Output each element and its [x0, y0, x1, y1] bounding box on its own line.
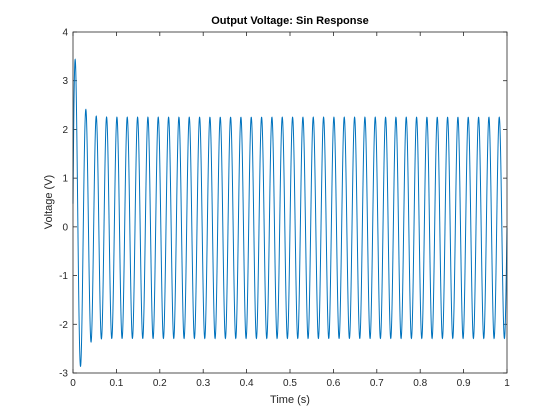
- y-tick-label: 1: [62, 174, 68, 185]
- x-tick-label: 0.7: [370, 378, 384, 389]
- y-axis-label: Voltage (V): [43, 175, 55, 229]
- y-tick-label: 3: [62, 76, 68, 87]
- x-tick-label: 0.9: [457, 378, 471, 389]
- x-tick-label: 0.2: [153, 378, 167, 389]
- x-tick-label: 0: [70, 378, 76, 389]
- x-tick-label: 1: [504, 378, 510, 389]
- y-tick-label: -1: [59, 271, 68, 282]
- x-tick-label: 0.5: [283, 378, 297, 389]
- x-tick-label: 0.4: [240, 378, 254, 389]
- y-tick-label: 0: [62, 222, 68, 233]
- series-line: [72, 58, 508, 367]
- x-tick-label: 0.3: [196, 378, 210, 389]
- y-tick-label: 2: [62, 125, 68, 136]
- x-tick-label: 0.8: [413, 378, 427, 389]
- y-tick-label: 4: [62, 28, 68, 39]
- y-tick-label: -3: [59, 369, 68, 380]
- y-tick-label: -2: [59, 320, 68, 331]
- axis-tick-labels: 0 0.1 0.2 0.3 0.4 0.5 0.6 0.7 0.8 0.9 1 -3 -2 -1 0 1 2 3 4: [59, 28, 510, 390]
- axes-box: [72, 31, 508, 374]
- x-tick-label: 0.6: [326, 378, 340, 389]
- chart-title: Output Voltage: Sin Response: [211, 15, 368, 27]
- x-tick-label: 0.1: [109, 378, 123, 389]
- x-axis-label: Time (s): [270, 394, 310, 406]
